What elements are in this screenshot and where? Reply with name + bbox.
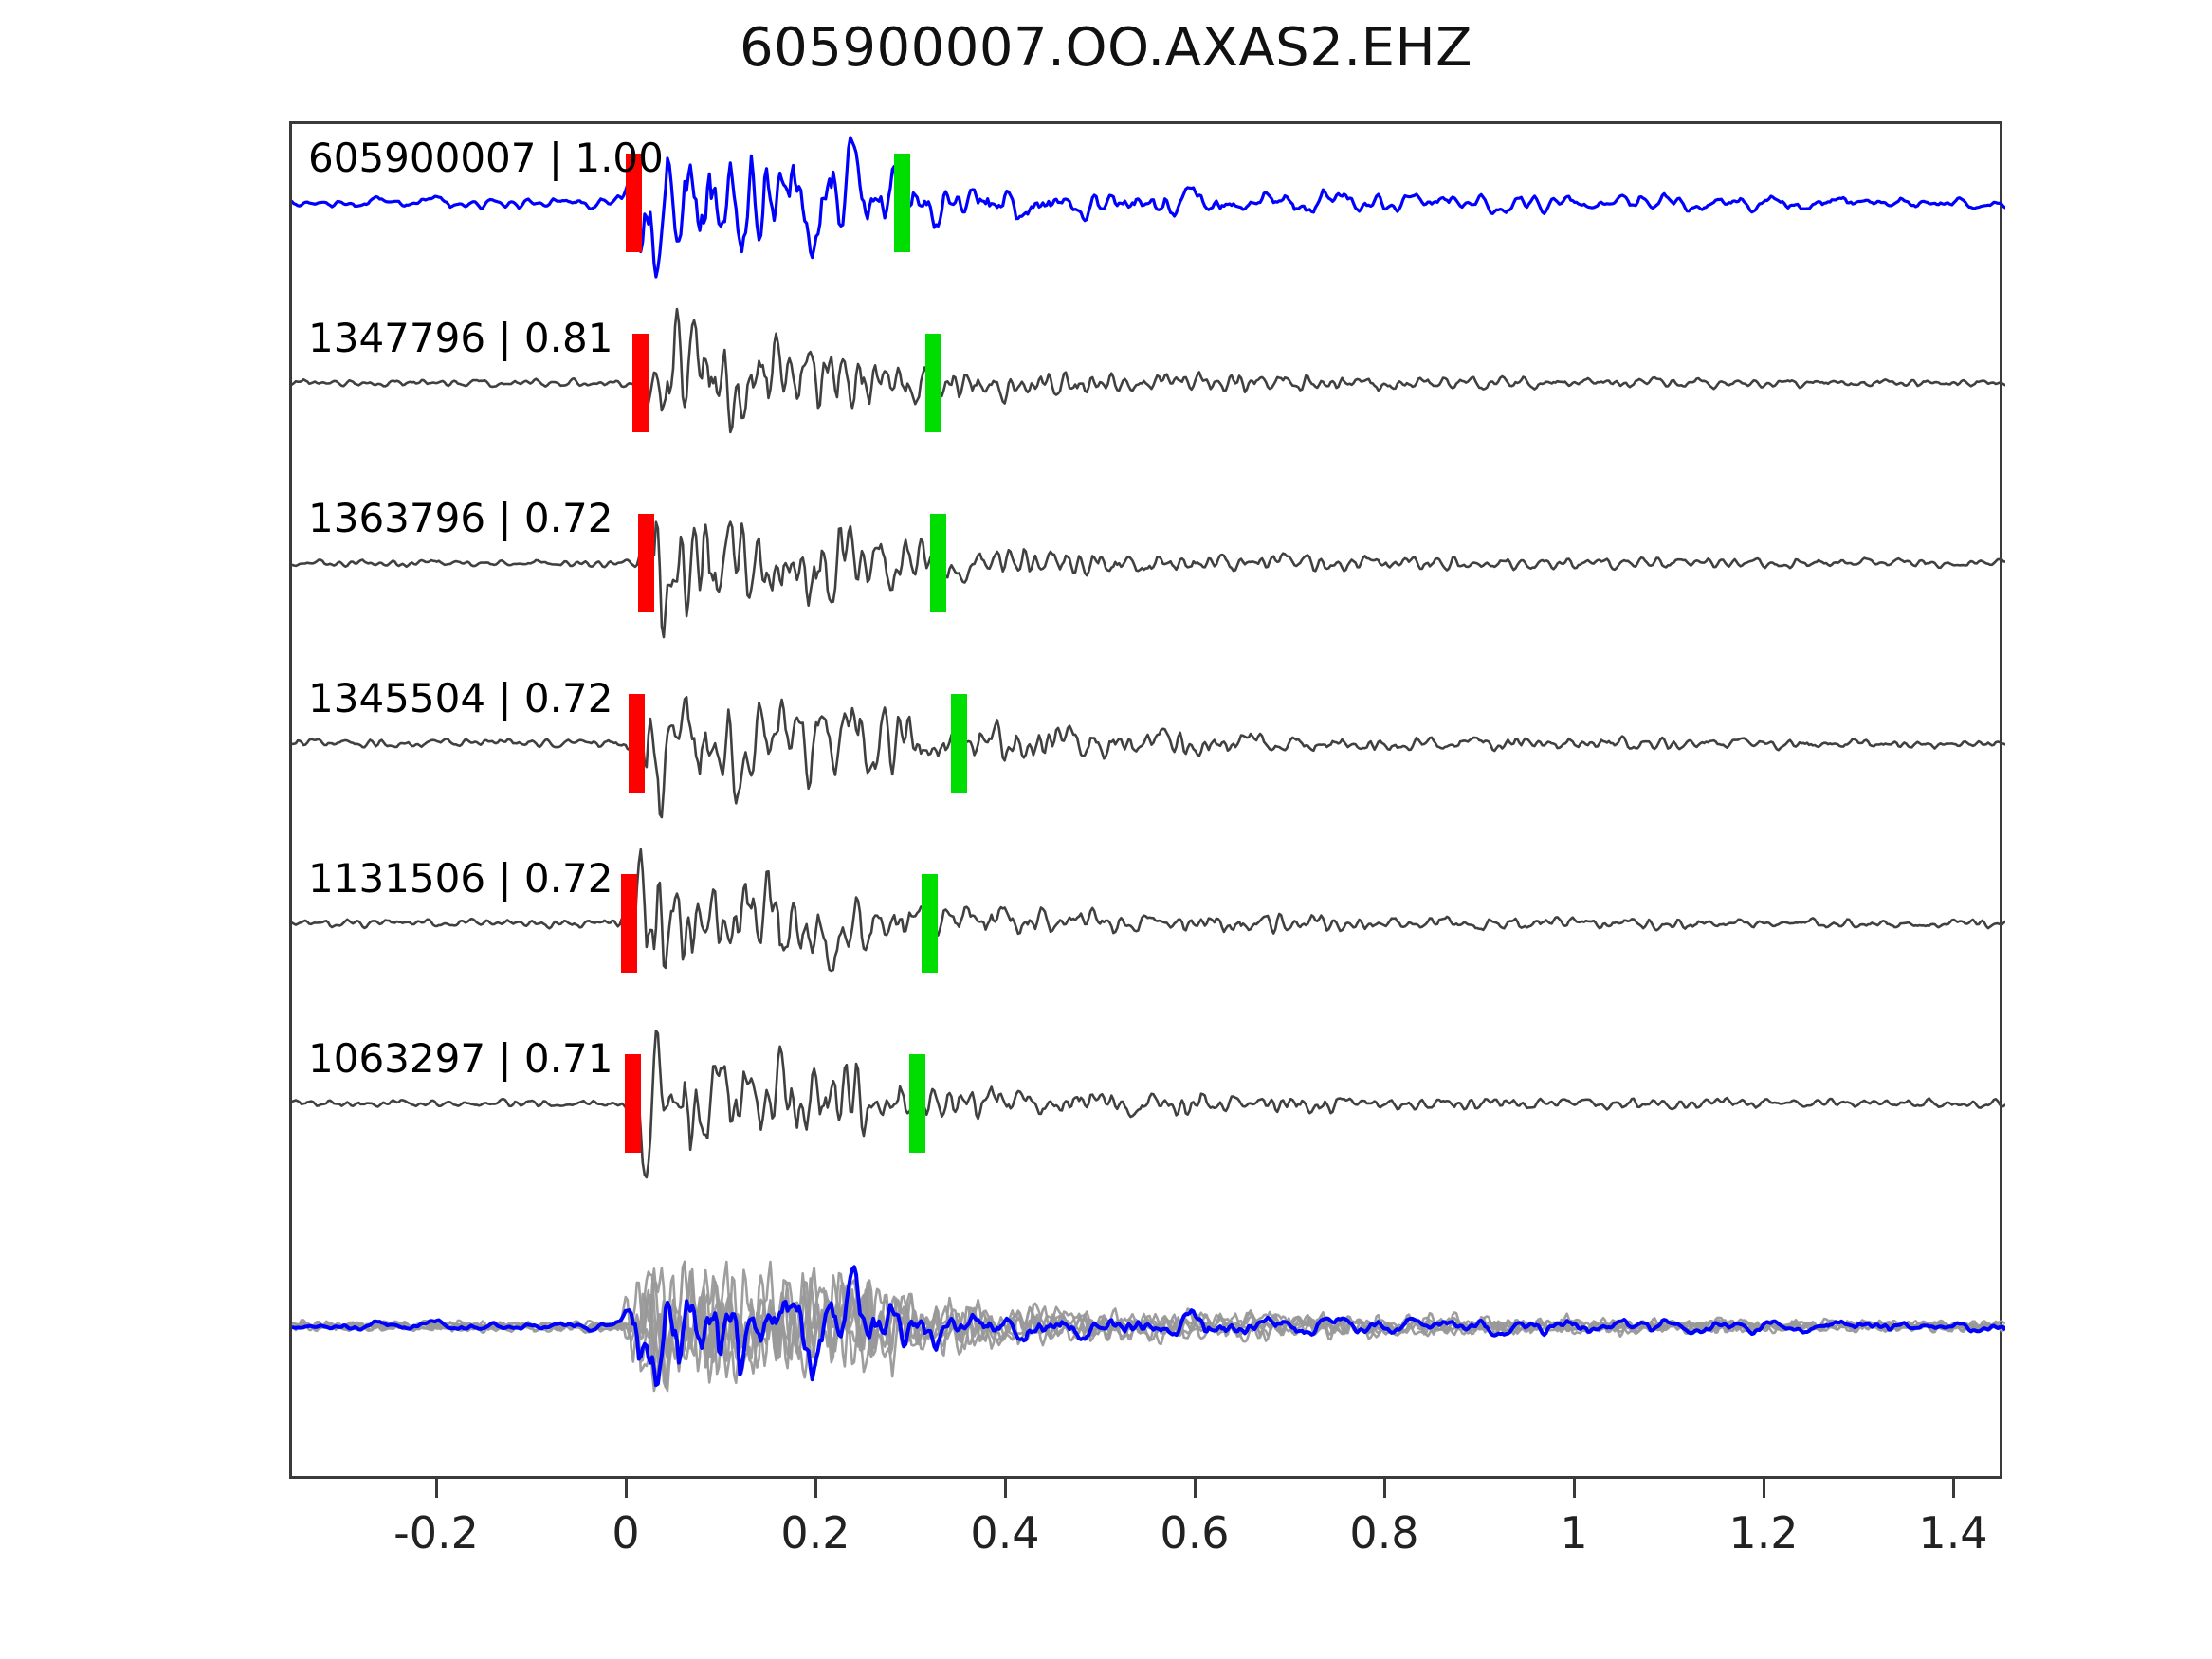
s-pick-marker bbox=[909, 1054, 925, 1153]
trace-label: 605900007 | 1.00 bbox=[308, 135, 664, 181]
x-tick-mark bbox=[1951, 1479, 1955, 1498]
waveform-trace bbox=[292, 520, 2005, 639]
p-pick-marker bbox=[629, 694, 645, 793]
plot-axes: 605900007 | 1.00 1347796 | 0.81 1363796 | … bbox=[289, 121, 2005, 1479]
s-pick-marker bbox=[894, 154, 910, 252]
waveform-trace bbox=[292, 848, 2005, 973]
p-pick-marker bbox=[621, 874, 637, 973]
p-pick-marker bbox=[625, 1054, 641, 1153]
x-tick-mark bbox=[1762, 1479, 1765, 1498]
x-tick-label: 1.4 bbox=[1918, 1507, 1988, 1559]
p-pick-marker bbox=[638, 514, 654, 612]
waveform-trace bbox=[292, 307, 2005, 434]
x-tick-label: 0.8 bbox=[1349, 1507, 1419, 1559]
x-tick-label: -0.2 bbox=[393, 1507, 479, 1559]
trace-label: 1347796 | 0.81 bbox=[308, 315, 613, 361]
waveform-trace bbox=[292, 1029, 2005, 1179]
trace-label: 1345504 | 0.72 bbox=[308, 675, 613, 721]
trace-label: 1131506 | 0.72 bbox=[308, 855, 613, 902]
x-tick-label: 1.2 bbox=[1728, 1507, 1799, 1559]
s-pick-marker bbox=[922, 874, 938, 973]
stack-overlay-trace bbox=[292, 1267, 2005, 1393]
p-pick-marker bbox=[632, 334, 649, 432]
x-tick-mark bbox=[1382, 1479, 1386, 1498]
waveform-canvas bbox=[292, 136, 2005, 1393]
trace-label: 1063297 | 0.71 bbox=[308, 1035, 613, 1082]
trace-label: 1363796 | 0.72 bbox=[308, 495, 613, 541]
s-pick-marker bbox=[930, 514, 946, 612]
x-tick-mark bbox=[434, 1479, 438, 1498]
x-tick-label: 1 bbox=[1560, 1507, 1588, 1559]
stack-reference-trace bbox=[292, 1265, 2005, 1388]
x-tick-mark bbox=[1193, 1479, 1197, 1498]
x-tick-label: 0 bbox=[612, 1507, 640, 1559]
x-tick-label: 0.6 bbox=[1160, 1507, 1230, 1559]
x-tick-label: 0.4 bbox=[970, 1507, 1040, 1559]
waveform-trace bbox=[292, 695, 2005, 819]
page-title: 605900007.OO.AXAS2.EHZ bbox=[740, 17, 1472, 79]
x-tick-mark bbox=[1572, 1479, 1576, 1498]
x-axis-ticks: -0.2 0 0.2 0.4 0.6 0.8 1 1.2 1.4 bbox=[289, 1479, 2002, 1593]
x-tick-mark bbox=[814, 1479, 817, 1498]
p-pick-marker bbox=[626, 154, 642, 252]
x-tick-mark bbox=[624, 1479, 628, 1498]
x-tick-mark bbox=[1003, 1479, 1007, 1498]
waveform-trace bbox=[292, 136, 2005, 279]
s-pick-marker bbox=[925, 334, 941, 432]
x-tick-label: 0.2 bbox=[780, 1507, 850, 1559]
stack-overlay-trace bbox=[292, 1260, 2005, 1369]
s-pick-marker bbox=[951, 694, 967, 793]
